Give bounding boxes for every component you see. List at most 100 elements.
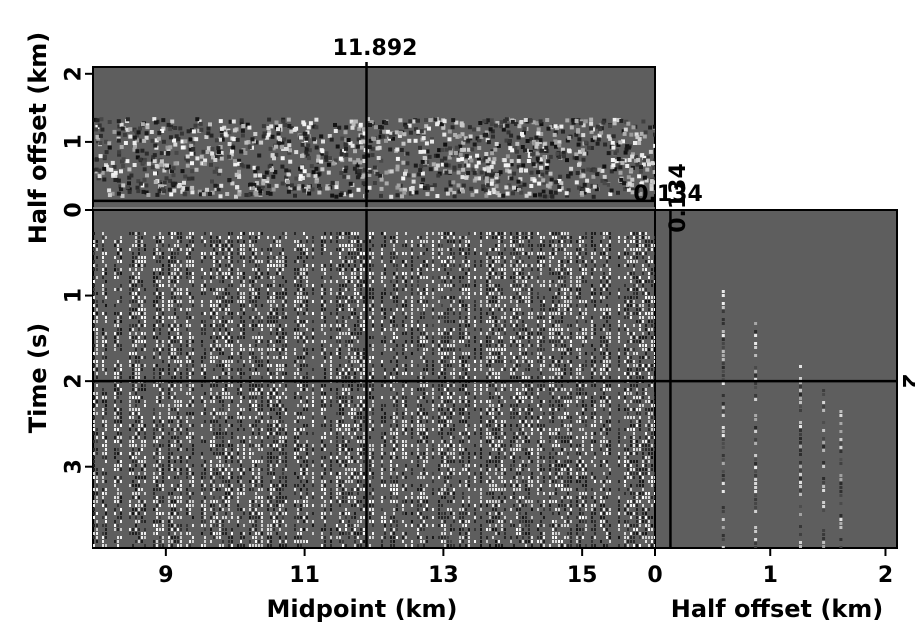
cmp-section-sample xyxy=(189,292,191,295)
cmp-section-sample xyxy=(177,456,179,459)
cmp-section-sample xyxy=(267,500,269,503)
cmp-section-sample xyxy=(306,348,308,351)
cmp-section-sample xyxy=(162,524,164,527)
cmp-section-sample xyxy=(117,540,119,543)
cmp-section-sample xyxy=(114,268,116,271)
cmp-section-sample xyxy=(93,532,95,535)
time-slice-sample xyxy=(288,186,293,191)
cmp-section-sample xyxy=(351,252,353,255)
time-slice-sample xyxy=(402,187,407,192)
time-slice-sample xyxy=(550,141,555,146)
cmp-section-sample xyxy=(141,444,143,447)
cmp-section-sample xyxy=(168,264,170,267)
cmp-section-sample xyxy=(270,340,272,343)
time-slice-sample xyxy=(362,154,367,159)
cmp-section-sample xyxy=(237,456,239,459)
cmp-section-sample xyxy=(252,544,254,547)
cmp-section-sample xyxy=(258,292,260,295)
time-slice-sample xyxy=(489,164,494,169)
cmp-section-sample xyxy=(252,484,254,487)
cmp-section-sample xyxy=(240,324,242,327)
cmp-section-sample xyxy=(357,412,359,415)
time-slice-sample xyxy=(359,140,363,145)
cmp-section-sample xyxy=(186,352,188,355)
cmp-section-sample xyxy=(312,236,314,239)
cmp-section-sample xyxy=(162,388,164,391)
cmp-section-sample xyxy=(96,308,98,311)
time-slice-sample xyxy=(411,190,416,195)
cmp-section-sample xyxy=(357,440,359,443)
cmp-section-sample xyxy=(240,540,242,543)
cmp-section-sample xyxy=(213,484,215,487)
cmp-section-sample xyxy=(135,264,137,267)
time-slice-sample xyxy=(287,124,292,128)
cmp-section-sample xyxy=(321,536,323,539)
cmp-section-sample xyxy=(240,316,242,319)
time-slice-sample xyxy=(250,186,255,190)
cmp-section-sample xyxy=(159,280,161,283)
cmp-section-sample xyxy=(255,492,257,495)
cmp-section-sample xyxy=(144,388,146,391)
cmp-section-sample xyxy=(273,256,275,259)
cmp-section-sample xyxy=(324,280,326,283)
time-slice-sample xyxy=(158,162,163,167)
cmp-section-sample xyxy=(129,440,131,443)
cmp-section-sample xyxy=(141,264,143,267)
cmp-section-sample xyxy=(312,448,314,451)
cmp-section-sample xyxy=(174,288,176,291)
cmp-section-sample xyxy=(279,544,281,547)
cmp-section-sample xyxy=(279,416,281,419)
cmp-section-sample xyxy=(96,368,98,371)
cmp-section-sample xyxy=(330,376,332,379)
cmp-section-sample xyxy=(342,248,344,251)
cmp-section-sample xyxy=(219,400,221,403)
time-slice-sample xyxy=(493,123,498,128)
time-slice-sample xyxy=(437,148,442,153)
cmp-section-sample xyxy=(93,292,95,295)
cmp-section-sample xyxy=(324,544,326,547)
time-slice-sample xyxy=(435,153,440,158)
cmp-section-sample xyxy=(105,516,107,519)
cmp-section-sample xyxy=(324,332,326,335)
time-slice-sample xyxy=(654,130,655,135)
time-slice-sample xyxy=(153,143,158,148)
cmp-section-sample xyxy=(96,404,98,407)
time-slice-sample xyxy=(553,130,558,135)
time-slice-sample xyxy=(193,123,198,128)
cmp-section-sample xyxy=(153,452,155,455)
cmp-section-sample xyxy=(294,292,296,295)
cmp-section-sample xyxy=(144,468,146,471)
cmp-section-sample xyxy=(297,536,299,539)
cmp-section-sample xyxy=(180,308,182,311)
time-slice-sample xyxy=(378,173,383,178)
cmp-section-sample xyxy=(210,316,212,319)
time-slice-sample xyxy=(162,168,167,173)
time-slice-sample xyxy=(375,146,380,151)
cmp-section-sample xyxy=(156,436,158,439)
cmp-section-sample xyxy=(210,392,212,395)
time-slice-sample xyxy=(180,189,185,194)
cmp-section-sample xyxy=(339,480,341,483)
cmp-section-sample xyxy=(159,504,161,507)
cmp-section-sample xyxy=(294,504,296,507)
cmp-section-sample xyxy=(306,456,308,459)
cmp-section-sample xyxy=(258,296,260,299)
cmp-section-sample xyxy=(156,236,158,239)
cmp-section-sample xyxy=(153,376,155,379)
cmp-section-sample xyxy=(348,316,350,319)
cmp-section-sample xyxy=(363,264,365,267)
cmp-section-sample xyxy=(153,524,155,527)
cmp-section-sample xyxy=(171,492,173,495)
cmp-section-sample xyxy=(225,296,227,299)
cmp-section-sample xyxy=(261,316,263,319)
time-slice-sample xyxy=(422,149,427,154)
time-slice-sample xyxy=(639,182,644,186)
cmp-section-sample xyxy=(222,388,224,391)
time-slice-sample xyxy=(306,125,311,130)
time-slice-sample xyxy=(328,156,332,161)
cmp-section-sample xyxy=(228,484,230,487)
cmp-section-sample xyxy=(267,464,269,467)
cmp-section-sample xyxy=(252,324,254,327)
cmp-section-sample xyxy=(219,392,221,395)
cmp-section-sample xyxy=(141,284,143,287)
